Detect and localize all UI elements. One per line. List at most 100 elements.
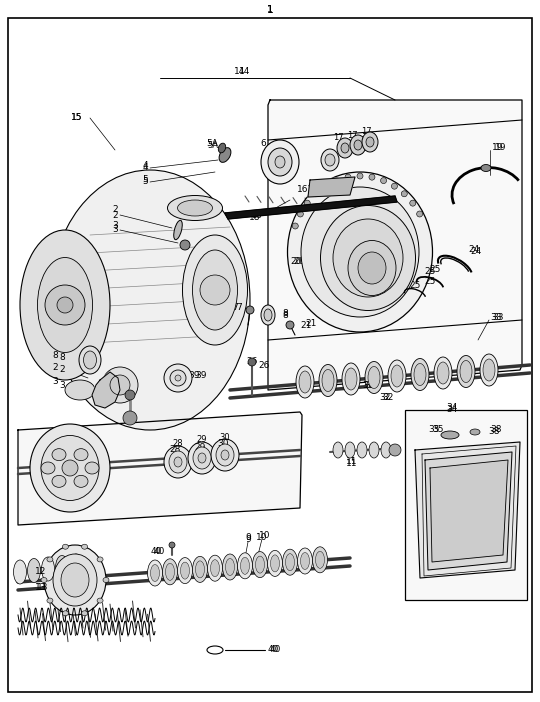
Text: 36: 36 bbox=[476, 503, 488, 512]
Circle shape bbox=[286, 321, 294, 329]
Text: 23: 23 bbox=[372, 286, 384, 295]
Text: 12: 12 bbox=[35, 567, 46, 576]
Circle shape bbox=[292, 223, 298, 229]
Ellipse shape bbox=[103, 578, 109, 583]
Ellipse shape bbox=[74, 475, 88, 487]
Ellipse shape bbox=[192, 250, 238, 330]
Ellipse shape bbox=[82, 611, 87, 616]
Text: 23: 23 bbox=[369, 288, 381, 296]
Ellipse shape bbox=[198, 453, 206, 463]
Polygon shape bbox=[415, 442, 520, 578]
Ellipse shape bbox=[301, 187, 419, 317]
Text: 3: 3 bbox=[52, 378, 58, 387]
Ellipse shape bbox=[321, 149, 339, 171]
Ellipse shape bbox=[391, 365, 403, 387]
Circle shape bbox=[175, 375, 181, 381]
Ellipse shape bbox=[264, 309, 272, 321]
Text: 17: 17 bbox=[333, 133, 343, 143]
Polygon shape bbox=[268, 100, 522, 390]
Text: 30: 30 bbox=[220, 432, 231, 442]
Ellipse shape bbox=[41, 462, 55, 474]
Text: 25: 25 bbox=[424, 267, 436, 277]
Circle shape bbox=[180, 240, 190, 250]
Ellipse shape bbox=[178, 557, 192, 583]
Text: 39: 39 bbox=[188, 371, 199, 380]
Ellipse shape bbox=[261, 140, 299, 184]
Text: 6: 6 bbox=[279, 140, 285, 150]
Ellipse shape bbox=[313, 547, 327, 573]
Circle shape bbox=[369, 174, 375, 180]
Ellipse shape bbox=[322, 369, 334, 392]
Ellipse shape bbox=[437, 362, 449, 384]
Ellipse shape bbox=[44, 545, 106, 615]
Circle shape bbox=[298, 211, 303, 217]
Ellipse shape bbox=[82, 544, 87, 549]
Text: 14: 14 bbox=[234, 67, 246, 77]
Text: 31: 31 bbox=[364, 380, 376, 390]
Ellipse shape bbox=[358, 252, 386, 284]
Ellipse shape bbox=[354, 140, 362, 150]
Circle shape bbox=[62, 460, 78, 476]
Text: 6: 6 bbox=[260, 138, 266, 147]
Ellipse shape bbox=[74, 449, 88, 461]
Ellipse shape bbox=[350, 135, 366, 155]
Text: 16: 16 bbox=[296, 185, 308, 194]
Ellipse shape bbox=[195, 561, 205, 578]
Ellipse shape bbox=[56, 555, 69, 579]
Text: 2: 2 bbox=[112, 211, 118, 220]
Text: 40: 40 bbox=[153, 548, 165, 557]
Ellipse shape bbox=[14, 560, 26, 584]
Text: 5A: 5A bbox=[206, 138, 218, 147]
Ellipse shape bbox=[41, 435, 99, 501]
Ellipse shape bbox=[42, 557, 55, 581]
Text: 18: 18 bbox=[252, 211, 262, 220]
Ellipse shape bbox=[207, 555, 222, 581]
Circle shape bbox=[381, 178, 387, 184]
Ellipse shape bbox=[219, 147, 231, 162]
Text: 28: 28 bbox=[173, 439, 183, 449]
Text: 36: 36 bbox=[490, 501, 502, 510]
Ellipse shape bbox=[163, 559, 178, 585]
Text: 24: 24 bbox=[470, 248, 481, 256]
Text: 27: 27 bbox=[66, 453, 78, 463]
Ellipse shape bbox=[388, 360, 406, 392]
Text: 2: 2 bbox=[112, 206, 118, 215]
Polygon shape bbox=[18, 412, 302, 525]
Ellipse shape bbox=[300, 552, 309, 569]
Circle shape bbox=[57, 297, 73, 313]
Ellipse shape bbox=[211, 559, 219, 577]
Ellipse shape bbox=[275, 156, 285, 168]
Bar bbox=[405, 410, 527, 600]
Circle shape bbox=[401, 191, 407, 197]
Text: 15: 15 bbox=[71, 114, 82, 123]
Text: 1: 1 bbox=[267, 6, 273, 15]
Text: 25: 25 bbox=[429, 265, 441, 274]
Text: 2: 2 bbox=[59, 366, 65, 374]
Text: 21: 21 bbox=[305, 319, 316, 328]
Text: 25: 25 bbox=[409, 281, 421, 289]
Circle shape bbox=[345, 174, 351, 180]
Ellipse shape bbox=[267, 550, 282, 576]
Circle shape bbox=[392, 183, 397, 189]
Ellipse shape bbox=[268, 148, 292, 176]
Text: 8: 8 bbox=[59, 354, 65, 362]
Ellipse shape bbox=[366, 137, 374, 147]
Circle shape bbox=[304, 200, 310, 206]
Text: 10: 10 bbox=[259, 531, 271, 540]
Text: 5A: 5A bbox=[207, 140, 218, 150]
Ellipse shape bbox=[164, 446, 192, 478]
Text: 22: 22 bbox=[369, 223, 381, 232]
Text: 29: 29 bbox=[197, 435, 207, 444]
Text: 1: 1 bbox=[267, 5, 273, 15]
Ellipse shape bbox=[480, 354, 498, 386]
Circle shape bbox=[410, 200, 416, 206]
Ellipse shape bbox=[61, 563, 89, 597]
Ellipse shape bbox=[192, 557, 207, 583]
Ellipse shape bbox=[178, 200, 213, 216]
Ellipse shape bbox=[79, 346, 101, 374]
Text: 3: 3 bbox=[59, 380, 65, 390]
Ellipse shape bbox=[30, 424, 110, 512]
Polygon shape bbox=[430, 460, 508, 562]
Text: 32: 32 bbox=[382, 392, 394, 402]
Ellipse shape bbox=[381, 442, 391, 458]
